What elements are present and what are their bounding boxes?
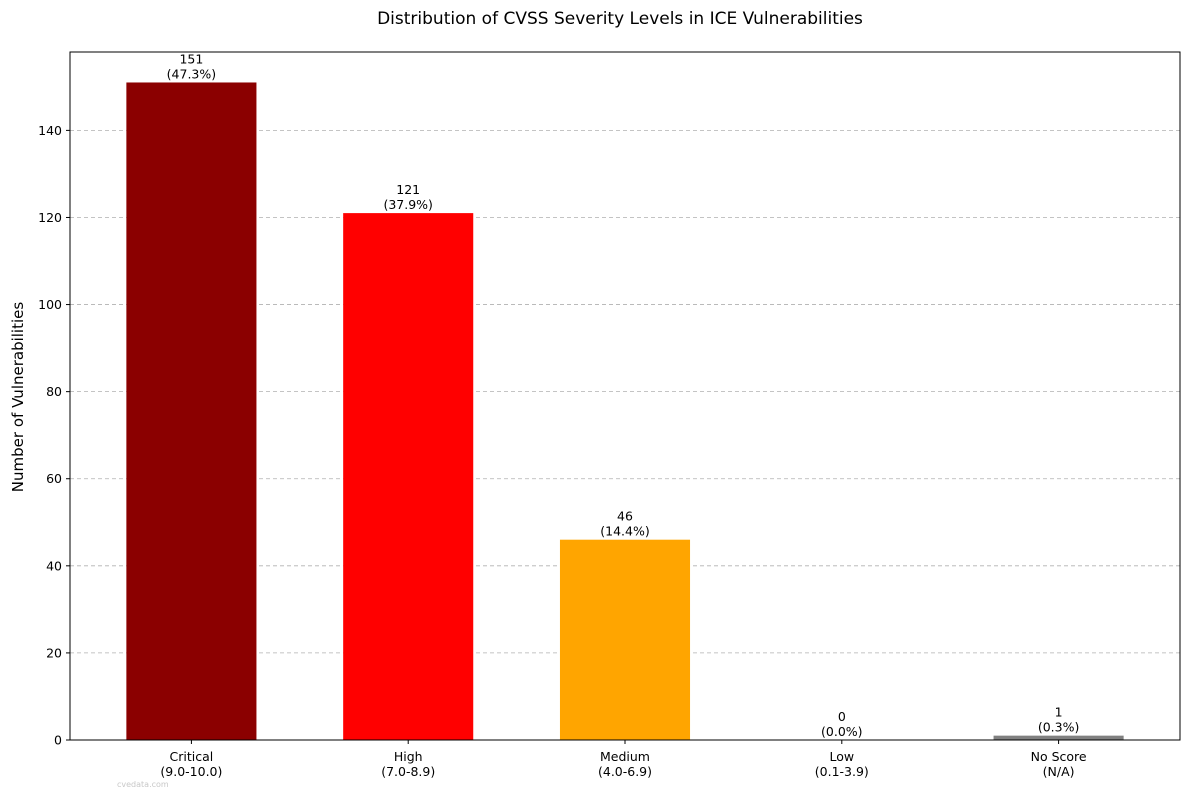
x-tick-sublabel: (N/A) xyxy=(1043,764,1075,779)
x-tick-sublabel: (7.0-8.9) xyxy=(381,764,435,779)
data-labels: 151(47.3%) 121(37.9%) 46(14.4%) 0(0.0%) 1(0.… xyxy=(167,51,1080,739)
bars xyxy=(126,82,1124,741)
x-tick-sublabel: (4.0-6.9) xyxy=(598,764,652,779)
x-tick-label: High xyxy=(394,749,423,764)
data-label-count: 121 xyxy=(396,182,420,197)
watermark: cvedata.com xyxy=(117,780,169,789)
x-tick-label: No Score xyxy=(1031,749,1087,764)
data-label-percent: (0.0%) xyxy=(821,724,863,739)
data-label-percent: (47.3%) xyxy=(167,66,216,81)
data-label-count: 1 xyxy=(1055,705,1063,720)
y-tick-label: 120 xyxy=(38,210,62,225)
data-label-percent: (14.4%) xyxy=(600,524,649,539)
x-tick-label: Critical xyxy=(170,749,214,764)
bar xyxy=(343,213,474,741)
bar xyxy=(559,539,691,740)
bar xyxy=(126,82,257,740)
y-tick-label: 100 xyxy=(38,297,62,312)
x-tick-sublabel: (0.1-3.9) xyxy=(815,764,869,779)
y-tick-label: 80 xyxy=(46,384,62,399)
chart-title: Distribution of CVSS Severity Levels in … xyxy=(377,9,863,29)
y-tick-label: 0 xyxy=(54,733,62,748)
data-label-count: 46 xyxy=(617,509,633,524)
data-label-percent: (0.3%) xyxy=(1038,720,1080,735)
y-axis-label: Number of Vulnerabilities xyxy=(9,302,27,493)
x-tick-label: Medium xyxy=(600,749,650,764)
y-tick-label: 60 xyxy=(46,471,62,486)
y-tick-label: 40 xyxy=(46,558,62,573)
data-label-count: 0 xyxy=(838,709,846,724)
y-axis: 0 20 40 60 80 100 120 140 xyxy=(38,123,70,748)
data-label-percent: (37.9%) xyxy=(383,197,432,212)
y-tick-label: 140 xyxy=(38,123,62,138)
y-tick-label: 20 xyxy=(46,645,62,660)
bar xyxy=(993,735,1124,740)
data-label-count: 151 xyxy=(179,51,203,66)
x-axis: Critical(9.0-10.0) High(7.0-8.9) Medium(4.… xyxy=(160,740,1087,779)
x-tick-sublabel: (9.0-10.0) xyxy=(160,764,222,779)
x-tick-label: Low xyxy=(829,749,854,764)
